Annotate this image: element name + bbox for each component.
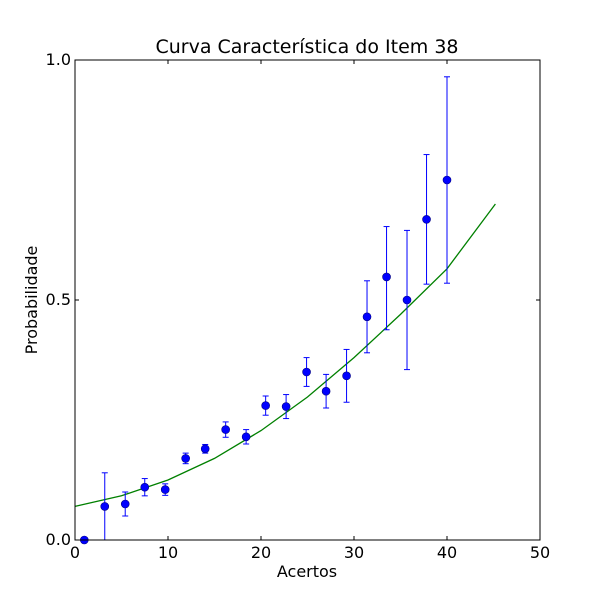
data-point xyxy=(382,272,391,282)
fitted-curve-line xyxy=(74,203,496,508)
data-point xyxy=(200,444,210,454)
data-point xyxy=(362,312,372,322)
data-point xyxy=(241,432,251,442)
fitted-curve-layer xyxy=(74,203,496,508)
data-point xyxy=(120,499,130,509)
y-tick-label: 0.0 xyxy=(46,530,71,549)
x-tick-label: 10 xyxy=(158,543,178,562)
data-point xyxy=(221,425,230,434)
y-axis-label: Probabilidade xyxy=(22,246,41,355)
data-point xyxy=(321,386,331,396)
x-tick-label: 50 xyxy=(530,543,550,562)
y-tick-label: 1.0 xyxy=(46,50,71,69)
data-point xyxy=(140,482,150,492)
data-points-layer xyxy=(80,175,452,545)
x-tick-label: 30 xyxy=(344,543,364,562)
data-point xyxy=(422,215,431,224)
chart-title: Curva Característica do Item 38 xyxy=(155,36,458,58)
data-point xyxy=(342,371,351,381)
y-tick-labels: 0.0 0.5 1.0 xyxy=(46,50,71,549)
data-point xyxy=(181,454,190,463)
y-tick-label: 0.5 xyxy=(46,290,71,309)
data-point xyxy=(281,402,291,411)
error-bars-layer xyxy=(101,76,450,541)
data-point xyxy=(302,367,311,377)
data-point xyxy=(442,175,452,185)
plot-area-frame xyxy=(74,59,541,541)
x-axis-label: Acertos xyxy=(277,562,337,581)
data-point xyxy=(160,485,170,494)
data-point xyxy=(261,401,270,410)
axis-ticks-layer xyxy=(74,59,541,541)
x-tick-label: 40 xyxy=(437,543,457,562)
x-tick-labels: 0 10 20 30 40 50 xyxy=(70,543,550,562)
x-tick-label: 0 xyxy=(70,543,80,562)
data-point xyxy=(100,502,110,511)
data-point xyxy=(402,295,412,305)
x-tick-label: 20 xyxy=(251,543,271,562)
